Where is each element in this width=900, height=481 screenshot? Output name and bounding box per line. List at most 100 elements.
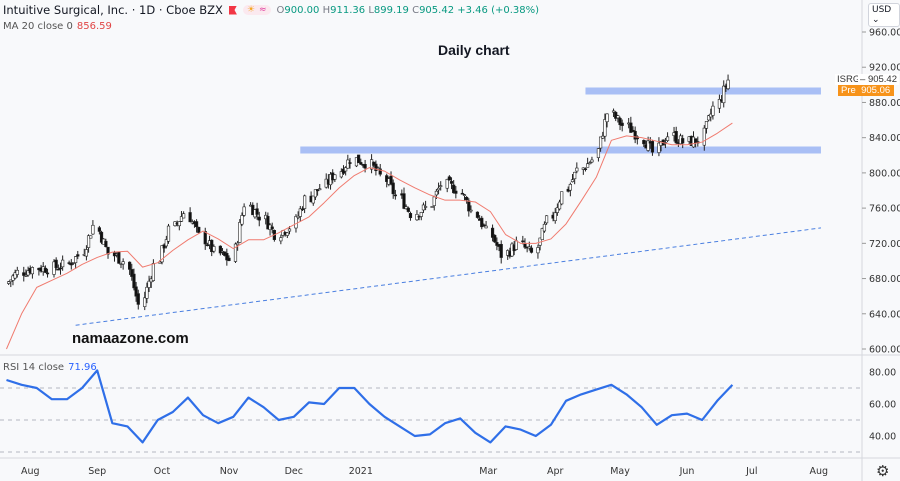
candle-up [570, 179, 575, 183]
candle-down [406, 207, 410, 212]
candle-up [717, 99, 722, 109]
time-tick-label: Aug [21, 466, 40, 477]
candle-up [430, 206, 434, 208]
candle-up [212, 246, 216, 252]
time-tick-label: Jun [679, 466, 695, 477]
time-tick-label: 2021 [349, 466, 373, 477]
candle-up [590, 159, 594, 163]
price-tick-label: 920.00 [869, 63, 900, 74]
candle-down [132, 273, 136, 289]
candle-up [13, 272, 17, 279]
open-key: O [276, 4, 285, 16]
candle-up [279, 237, 283, 242]
candle-up [91, 224, 95, 235]
candle-up [611, 110, 616, 113]
candle-down [393, 194, 397, 197]
candle-up [707, 115, 711, 121]
candle-up [573, 171, 577, 180]
candle-up [432, 196, 436, 206]
candle-up [89, 235, 93, 239]
candle-up [704, 121, 709, 129]
candle-up [318, 188, 322, 191]
candle-up [151, 263, 155, 281]
candle-up [160, 245, 164, 263]
candle-down [130, 269, 134, 277]
horizontal-level-band [300, 146, 821, 154]
chart-annotation: Daily chart [438, 42, 510, 58]
candle-down [99, 231, 104, 243]
ma-legend[interactable]: MA 20 close 0 856.59 [3, 21, 112, 32]
candle-down [620, 122, 624, 126]
candle-up [542, 223, 547, 232]
rsi-tick-label: 80.00 [869, 368, 896, 379]
close-value: 905.42 [419, 4, 455, 16]
rsi-value: 71.96 [68, 362, 97, 373]
wave-icon: ≈ [258, 5, 267, 15]
rsi-label: RSI 14 close [3, 362, 65, 373]
watermark: namaazone.com [72, 330, 189, 347]
candle-up [462, 194, 467, 196]
candle-up [598, 136, 603, 149]
candle-up [603, 119, 607, 137]
sun-icon: ☀ [246, 5, 255, 15]
candle-up [423, 206, 428, 208]
symbol-title[interactable]: Intuitive Surgical, Inc. · 1D · Cboe BZX [3, 3, 223, 17]
candle-up [52, 261, 56, 275]
candle-down [389, 175, 393, 185]
candle-up [7, 281, 11, 284]
price-tick-label: 600.00 [869, 345, 900, 356]
candle-up [294, 216, 298, 229]
price-tick-label: 800.00 [869, 168, 900, 179]
candle-up [84, 249, 89, 257]
price-tick-label: 680.00 [869, 274, 900, 285]
candle-down [378, 168, 382, 175]
candle-down [210, 239, 214, 253]
time-tick-label: Apr [547, 466, 564, 477]
candle-up [557, 201, 562, 210]
rsi-legend[interactable]: RSI 14 close 71.96 [3, 362, 97, 373]
candle-up [238, 222, 242, 243]
candle-down [449, 181, 454, 184]
candle-down [205, 244, 209, 247]
candle-down [480, 217, 484, 228]
low-value: 899.19 [373, 4, 409, 16]
candle-up [166, 225, 171, 242]
candle-down [408, 213, 413, 219]
candle-down [45, 272, 50, 275]
candle-down [465, 197, 469, 201]
session-pill[interactable]: ☀ ≈ [242, 5, 271, 15]
candle-up [544, 215, 549, 224]
candle-down [56, 268, 60, 271]
candle-down [499, 243, 503, 258]
candle-up [434, 190, 439, 196]
candle-up [74, 256, 78, 264]
candle-down [359, 162, 363, 165]
candle-up [177, 221, 181, 227]
candle-up [419, 212, 423, 217]
symbol-label: ISRG [837, 74, 861, 85]
candle-up [555, 207, 559, 213]
candle-up [233, 243, 238, 262]
candle-up [616, 115, 620, 119]
candle-down [467, 200, 471, 212]
flag-icon[interactable] [228, 5, 237, 15]
time-tick-label: Nov [220, 466, 239, 477]
candle-up [575, 167, 579, 172]
candle-up [147, 280, 151, 288]
settings-gear-icon[interactable]: ⚙ [876, 462, 890, 480]
candle-down [363, 164, 367, 169]
candle-down [203, 231, 207, 245]
candle-down [194, 221, 199, 228]
candle-up [484, 225, 488, 229]
candle-down [674, 131, 678, 144]
price-tick-label: 760.00 [869, 204, 900, 215]
candle-down [447, 176, 451, 181]
currency-dropdown[interactable]: USD ⌄ [868, 3, 900, 27]
candle-down [681, 138, 685, 144]
candle-up [287, 228, 292, 232]
candle-down [255, 208, 259, 215]
candle-up [586, 163, 590, 168]
candle-down [69, 262, 73, 266]
low-key: L [368, 4, 374, 16]
